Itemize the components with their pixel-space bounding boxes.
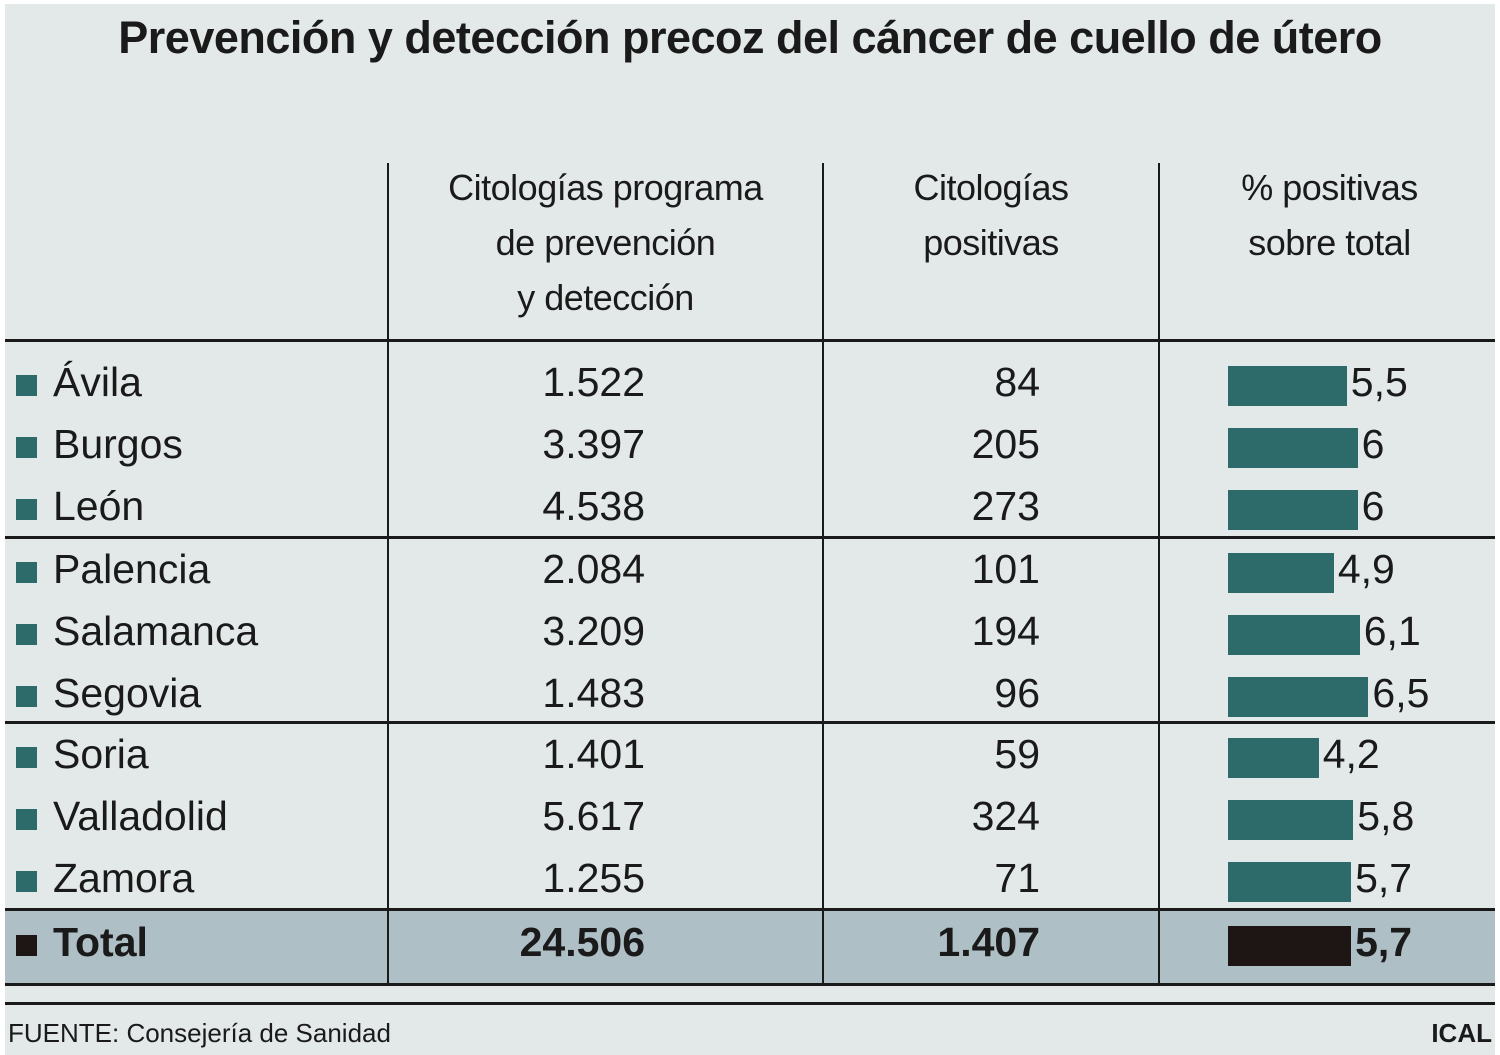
table-row: Valladolid 5.617 324 5,8 — [5, 787, 1495, 849]
header-line: Citologías programa — [448, 167, 763, 208]
province-name: Burgos — [53, 421, 183, 467]
province-name: Ávila — [53, 359, 142, 405]
positivas-value: 205 — [971, 421, 1040, 467]
table-row: Palencia 2.084 101 4,9 — [5, 540, 1495, 602]
percentage-bar — [1228, 615, 1360, 655]
column-divider — [1158, 163, 1160, 985]
positivas-value: 71 — [994, 855, 1040, 901]
row-divider — [5, 721, 1495, 724]
citologias-value: 5.617 — [542, 793, 645, 839]
citologias-value: 4.538 — [542, 483, 645, 529]
column-divider — [822, 163, 824, 985]
table-row: Salamanca 3.209 194 6,1 — [5, 602, 1495, 664]
citologias-value: 3.397 — [542, 421, 645, 467]
percentage-label: 4,9 — [1337, 546, 1395, 592]
row-divider — [5, 339, 1495, 342]
footer-divider — [5, 1002, 1495, 1005]
table-row: Segovia 1.483 96 6,5 — [5, 664, 1495, 726]
total-row: Total 24.506 1.407 5,7 — [5, 910, 1495, 985]
percentage-label: 5,8 — [1357, 793, 1415, 839]
percentage-label: 6 — [1361, 421, 1385, 467]
column-divider — [387, 163, 389, 985]
header-line: y detección — [517, 277, 694, 318]
province-name: Valladolid — [53, 793, 228, 839]
bullet-square-icon — [16, 437, 37, 458]
province-name: Palencia — [53, 546, 211, 592]
citologias-value: 3.209 — [542, 608, 645, 654]
table-row: Zamora 1.255 71 5,7 — [5, 849, 1495, 911]
percentage-label: 6,1 — [1363, 608, 1421, 654]
source-note: FUENTE: Consejería de Sanidad — [8, 1018, 391, 1048]
percentage-bar — [1228, 366, 1347, 406]
row-divider — [5, 536, 1495, 539]
header-line: de prevención — [495, 222, 716, 263]
province-name: León — [53, 483, 145, 529]
percentage-label: 6,5 — [1372, 670, 1430, 716]
percentage-label: 6 — [1361, 483, 1385, 529]
percentage-bar — [1228, 428, 1358, 468]
province-name: Segovia — [53, 670, 202, 716]
page-title: Prevención y detección precoz del cáncer… — [118, 12, 1382, 63]
header-citologias: Citologías programa de prevención y dete… — [388, 160, 823, 325]
bullet-square-icon — [16, 686, 37, 707]
percentage-bar — [1228, 926, 1352, 966]
positivas-value: 324 — [971, 793, 1040, 839]
row-divider — [5, 908, 1495, 911]
positivas-value: 194 — [971, 608, 1040, 654]
positivas-value: 101 — [971, 546, 1040, 592]
bullet-square-icon — [16, 935, 37, 956]
percentage-bar — [1228, 553, 1334, 593]
province-name: Soria — [53, 731, 149, 777]
citologias-value: 2.084 — [542, 546, 645, 592]
citologias-value: 1.522 — [542, 359, 645, 405]
bullet-square-icon — [16, 499, 37, 520]
positivas-value: 84 — [994, 359, 1040, 405]
bullet-square-icon — [16, 747, 37, 768]
positivas-value: 1.407 — [937, 919, 1040, 965]
citologias-value: 1.483 — [542, 670, 645, 716]
header-line: Citologías — [913, 167, 1069, 208]
table-row: Soria 1.401 59 4,2 — [5, 725, 1495, 787]
row-divider — [5, 983, 1495, 986]
header-positivas: Citologías positivas — [823, 160, 1159, 270]
bullet-square-icon — [16, 624, 37, 645]
percentage-label: 5,7 — [1355, 919, 1413, 965]
bullet-square-icon — [16, 871, 37, 892]
percentage-bar — [1228, 862, 1352, 902]
bullet-square-icon — [16, 375, 37, 396]
bullet-square-icon — [16, 562, 37, 583]
header-line: sobre total — [1248, 222, 1411, 263]
percentage-label: 5,5 — [1350, 359, 1408, 405]
positivas-value: 273 — [971, 483, 1040, 529]
citologias-value: 1.255 — [542, 855, 645, 901]
citologias-value: 1.401 — [542, 731, 645, 777]
credit-logo: ICAL — [1431, 1018, 1492, 1048]
header-line: positivas — [923, 222, 1059, 263]
province-name: Zamora — [53, 855, 195, 901]
citologias-value: 24.506 — [519, 919, 645, 965]
positivas-value: 59 — [994, 731, 1040, 777]
table-row: Burgos 3.397 205 6 — [5, 415, 1495, 477]
province-name: Salamanca — [53, 608, 259, 654]
percentage-bar — [1228, 800, 1354, 840]
percentage-label: 5,7 — [1355, 855, 1413, 901]
percentage-bar — [1228, 490, 1358, 530]
header-porcentaje: % positivas sobre total — [1159, 160, 1500, 270]
header-line: % positivas — [1241, 167, 1418, 208]
positivas-value: 96 — [994, 670, 1040, 716]
bullet-square-icon — [16, 809, 37, 830]
percentage-bar — [1228, 677, 1369, 717]
table-row: León 4.538 273 6 — [5, 477, 1495, 539]
percentage-label: 4,2 — [1322, 731, 1380, 777]
province-name: Total — [53, 919, 148, 965]
percentage-bar — [1228, 738, 1319, 778]
table-row: Ávila 1.522 84 5,5 — [5, 353, 1495, 415]
